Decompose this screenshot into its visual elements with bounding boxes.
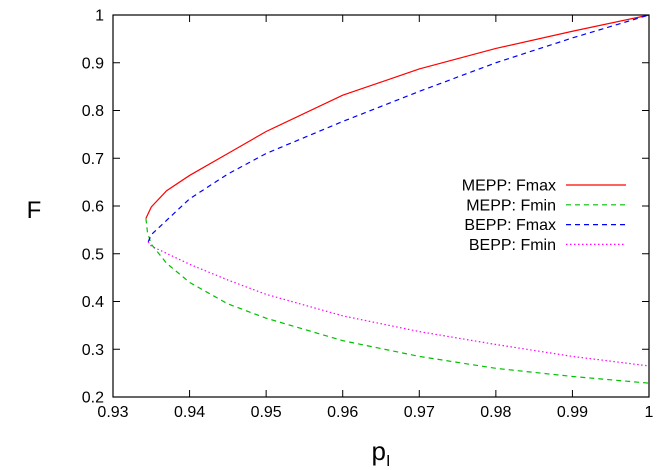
x-tick-label: 0.94 bbox=[174, 404, 205, 421]
y-tick-label: 0.6 bbox=[82, 199, 104, 216]
x-tick-label: 0.97 bbox=[404, 404, 435, 421]
y-tick-label: 0.9 bbox=[82, 55, 104, 72]
y-axis-label: F bbox=[27, 197, 42, 224]
y-tick-label: 0.5 bbox=[82, 246, 104, 263]
x-tick-label: 0.95 bbox=[251, 404, 282, 421]
legend-label-3: BEPP: Fmax bbox=[464, 217, 556, 234]
y-tick-label: 1 bbox=[95, 8, 104, 25]
series-line-3 bbox=[147, 14, 650, 243]
series-line-1 bbox=[145, 14, 650, 219]
x-axis-label-main: p bbox=[372, 436, 386, 466]
series-layer bbox=[145, 14, 650, 384]
y-tick-label: 0.2 bbox=[82, 390, 104, 407]
y-tick-label: 0.7 bbox=[82, 151, 104, 168]
series-line-4 bbox=[147, 241, 650, 367]
x-tick-label: 1 bbox=[645, 404, 654, 421]
y-tick-label: 0.4 bbox=[82, 294, 104, 311]
y-tick-label: 0.3 bbox=[82, 342, 104, 359]
legend-label-4: BEPP: Fmin bbox=[469, 237, 556, 254]
legend-label-1: MEPP: Fmax bbox=[462, 178, 556, 195]
x-tick-label: 0.99 bbox=[557, 404, 588, 421]
y-tick-label: 0.8 bbox=[82, 103, 104, 120]
legend-label-2: MEPP: Fmin bbox=[466, 197, 556, 214]
x-axis-label-sub: I bbox=[386, 453, 390, 470]
x-axis-label: pI bbox=[372, 436, 391, 470]
x-tick-label: 0.93 bbox=[97, 404, 128, 421]
x-tick-label: 0.98 bbox=[480, 404, 511, 421]
series-line-2 bbox=[145, 218, 650, 384]
plot-frame bbox=[112, 14, 650, 398]
x-tick-label: 0.96 bbox=[327, 404, 358, 421]
legend: MEPP: Fmax MEPP: Fmin BEPP: Fmax BEPP: Fmin bbox=[462, 178, 626, 254]
ticks-layer: 0.93 0.94 0.95 0.96 0.97 0.98 0.99 1 0.2 0.3 0.4 0.… bbox=[82, 8, 654, 422]
